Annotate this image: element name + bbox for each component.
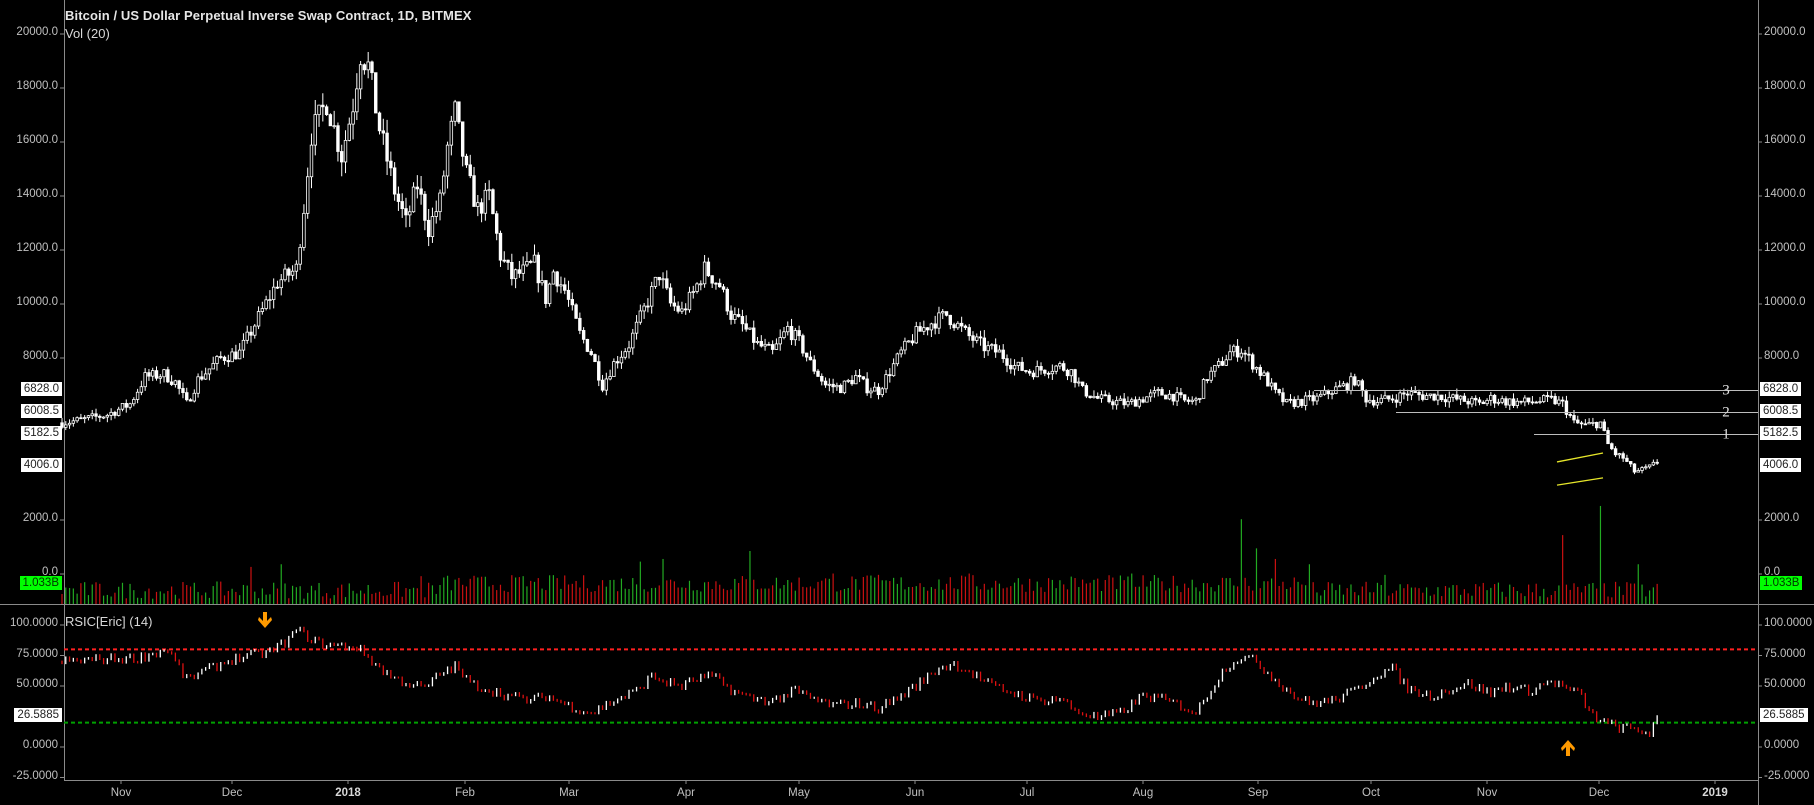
value-badge: 6828.0 [1760,381,1802,396]
date-axis-label: Oct [1362,787,1380,799]
signal-arrows [258,612,1575,756]
value-badge: 4006.0 [20,457,62,472]
axis-tick-label: -25.0000 [1764,769,1810,782]
date-axis-label: Jun [905,787,925,799]
axis-tick-marks [60,33,1762,784]
axis-tick-label: 10000.0 [1764,296,1806,308]
date-axis-label: Jul [1019,787,1035,799]
axis-tick-label: 8000.0 [22,350,58,362]
axis-tick-label: 0.0 [1764,566,1780,578]
axis-tick-label: 2000.0 [1764,512,1800,524]
date-axis-label: Mar [559,787,579,799]
date-axis-label: 2019 [1702,787,1728,799]
value-badge: 5182.5 [20,426,62,441]
axis-tick-label: 2000.0 [22,512,58,524]
level-number-2: 2 [1722,404,1730,420]
axis-tick-label: 75.0000 [16,647,58,660]
chart-title: Bitcoin / US Dollar Perpetual Inverse Sw… [65,8,472,23]
axis-tick-label: 16000.0 [1764,134,1806,146]
date-axis-label: 2018 [335,787,361,799]
axis-tick-label: 18000.0 [1764,80,1806,92]
axis-tick-label: 0.0000 [1764,739,1800,751]
axis-tick-label: 10000.0 [16,296,58,308]
axis-tick-label: 20000.0 [1764,26,1806,38]
axis-tick-label: 50.0000 [1764,678,1806,690]
level-number-3: 3 [1722,382,1730,398]
axis-tick-label: -25.0000 [12,769,58,782]
axis-tick-label: 14000.0 [1764,188,1806,200]
date-axis-label: Sep [1247,787,1269,799]
rsi-label: RSIC[Eric] (14) [65,614,153,629]
volume-bars [61,505,1658,604]
rsi-bars [61,626,1658,737]
value-badge: 6828.0 [20,381,62,396]
axis-tick-label: 0.0000 [22,739,58,751]
axis-tick-label: 20000.0 [16,26,58,38]
date-axis-label: Feb [455,787,475,799]
price-channel[interactable] [1556,452,1604,486]
axis-tick-label: 18000.0 [16,80,58,92]
axis-tick-label: 12000.0 [1764,242,1806,254]
value-badge: 6008.5 [20,403,62,418]
value-badge: 5182.5 [1760,426,1802,441]
axis-tick-label: 0.0 [42,566,58,578]
date-axis-label: Dec [1588,787,1610,799]
arrow-up-icon [1561,740,1575,756]
rsi-threshold-lines [64,648,1758,724]
value-badge: 26.5885 [14,707,62,722]
level-number-1: 1 [1722,426,1730,442]
value-badge: 6008.5 [1760,403,1802,418]
axis-tick-label: 100.0000 [1764,617,1812,629]
value-badge: 26.5885 [1760,707,1808,722]
axis-tick-label: 14000.0 [16,188,58,200]
axis-tick-label: 50.0000 [16,678,58,690]
axis-tick-label: 12000.0 [16,242,58,254]
value-badge: 1.033B [1760,576,1803,590]
date-axis-label: Dec [221,787,243,799]
date-axis-label: Aug [1132,787,1154,799]
value-badge: 4006.0 [1760,457,1802,472]
date-axis-label: Nov [1476,787,1498,799]
value-badge: 1.033B [19,576,62,590]
axis-tick-label: 100.0000 [10,617,58,629]
channel-line-1[interactable] [1556,477,1604,486]
volume-label: Vol (20) [65,26,110,41]
date-axis-label: Nov [110,787,132,799]
horizontal-levels[interactable] [1314,390,1758,435]
axis-tick-label: 75.0000 [1764,647,1806,660]
date-axis-label: Apr [677,787,695,799]
arrow-down-icon [258,612,272,628]
price-candles [60,51,1659,475]
axis-tick-label: 8000.0 [1764,350,1800,362]
date-axis-label: May [788,787,810,799]
axis-tick-label: 16000.0 [16,134,58,146]
channel-line-0[interactable] [1556,452,1604,463]
